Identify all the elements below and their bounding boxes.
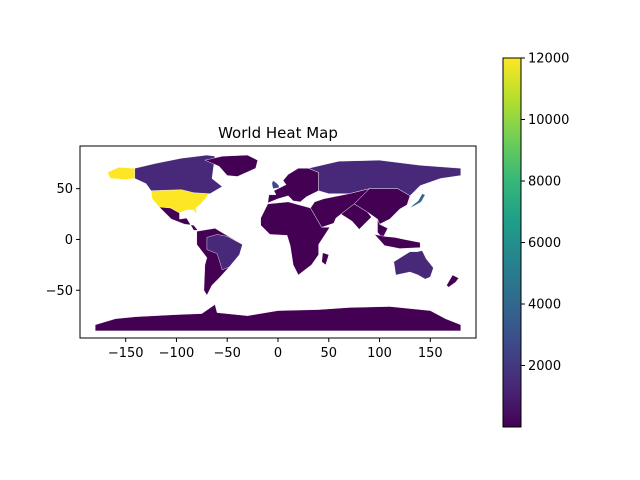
x-tick-label: −150	[108, 346, 144, 361]
region-canada	[134, 154, 223, 194]
colorbar-tick-label: 8000	[528, 175, 561, 190]
y-axis: 50 0 −50	[46, 182, 80, 299]
y-tick-label: 0	[65, 233, 73, 248]
x-tick-label: 0	[274, 346, 282, 361]
region-united-kingdom	[271, 180, 280, 189]
region-southeast-asia	[377, 219, 388, 239]
x-tick-label: 100	[367, 346, 392, 361]
y-tick-label: −50	[46, 284, 73, 299]
colorbar-tick-label: 6000	[528, 236, 561, 251]
world-map	[94, 154, 461, 332]
y-tick-label: 50	[56, 182, 73, 197]
region-madagascar	[321, 252, 330, 266]
region-united-states	[150, 189, 210, 215]
region-china-east-asia	[353, 188, 411, 225]
x-axis: −150 −100 −50 0 50 100 150	[108, 338, 443, 361]
region-new-zealand	[446, 274, 460, 288]
region-europe	[267, 168, 319, 204]
x-tick-label: −100	[159, 346, 195, 361]
colorbar-tick-label: 2000	[528, 359, 561, 374]
region-africa	[260, 201, 331, 276]
region-indonesia	[373, 234, 421, 249]
region-alaska	[107, 167, 136, 180]
region-russia	[307, 159, 461, 197]
colorbar-tick-label: 4000	[528, 298, 561, 313]
colorbar	[502, 57, 522, 428]
region-japan	[409, 193, 426, 209]
chart-title: World Heat Map	[218, 124, 338, 142]
region-mexico-central-america	[158, 206, 199, 231]
region-brazil	[206, 234, 243, 271]
region-greenland	[204, 154, 258, 177]
x-tick-label: 50	[320, 346, 337, 361]
region-antarctica	[94, 304, 461, 332]
colorbar-tick-label: 12000	[528, 52, 569, 67]
x-tick-label: 150	[418, 346, 443, 361]
x-tick-label: −50	[214, 346, 241, 361]
region-australia	[393, 250, 434, 280]
colorbar-tick-label: 10000	[528, 113, 569, 128]
colorbar-axis: 2000 4000 6000 8000 10000 12000	[521, 52, 569, 374]
